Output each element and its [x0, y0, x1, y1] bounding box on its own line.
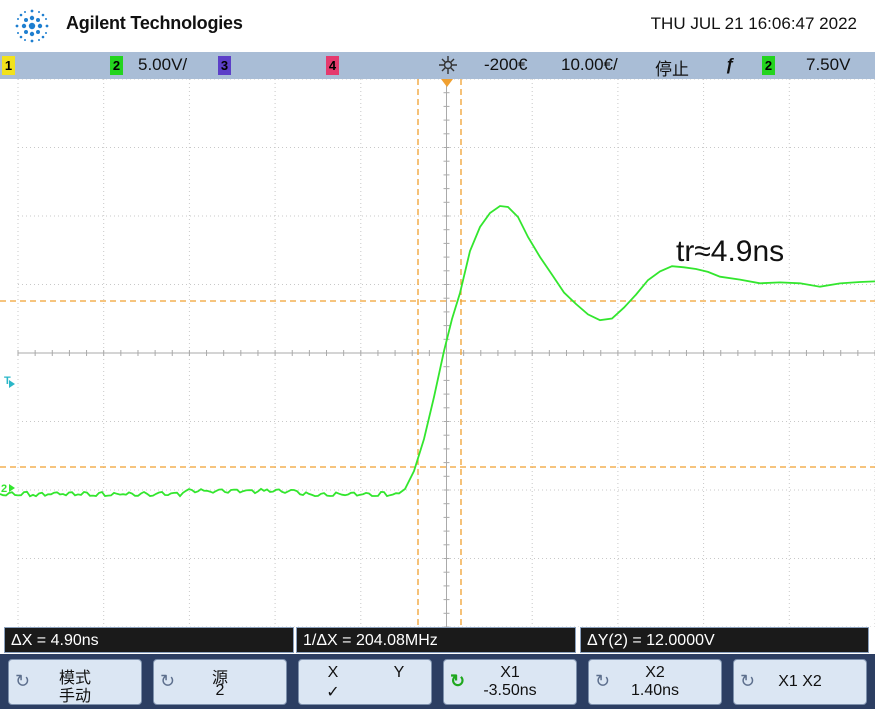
source-label: 源 — [211, 670, 228, 687]
x1-label: X1 — [500, 664, 520, 681]
trigger-level: 7.50V — [806, 55, 851, 74]
ch2-ground-marker-label: 2 — [1, 483, 7, 495]
x1-value: -3.50ns — [483, 682, 537, 699]
channel-2-scale: 5.00V/ — [138, 55, 188, 74]
source-softkey[interactable]: ↻ 源 2 — [153, 659, 287, 705]
trigger-position-marker — [441, 79, 453, 87]
softkey-bar: ↻ 模式 手动 ↻ 源 2 X Y ✓ ↻ X1 -3.50ns ↻ X2 1.… — [0, 654, 875, 709]
date-time: THU JUL 21 16:06:47 2022 — [650, 14, 857, 33]
channel-3-chip[interactable]: 3 — [218, 56, 231, 76]
trigger-level-marker — [9, 380, 15, 388]
run-state: 停止 — [655, 60, 689, 79]
time-delay: -200€ — [484, 55, 528, 74]
x1-x2-softkey[interactable]: ↻ X1 X2 — [733, 659, 867, 705]
knob-icon: ↻ — [160, 671, 176, 691]
rise-time-annotation: tr≈4.9ns — [676, 235, 785, 268]
active-knob-icon: ↻ — [450, 671, 466, 691]
ch2-ground-marker — [9, 484, 15, 492]
knob-icon: ↻ — [740, 671, 756, 691]
trigger-source-chip[interactable]: 2 — [762, 56, 775, 76]
brand-name: Agilent Technologies — [66, 13, 243, 33]
y-cursor-option: Y — [393, 664, 405, 681]
x1-x2-label: X1 X2 — [778, 673, 822, 690]
delta-x-readout: ΔX = 4.90ns — [4, 627, 294, 653]
xy-softkey[interactable]: X Y ✓ — [298, 659, 432, 705]
agilent-spark-logo-icon — [15, 9, 49, 43]
inverse-delta-x-readout: 1/ΔX = 204.08MHz — [296, 627, 576, 653]
x1-softkey[interactable]: ↻ X1 -3.50ns — [443, 659, 577, 705]
x-cursor-option: X — [327, 664, 339, 681]
source-value: 2 — [215, 682, 225, 699]
x2-value: 1.40ns — [630, 682, 680, 699]
channel-2-waveform — [0, 205, 875, 498]
checkmark-icon: ✓ — [326, 684, 340, 701]
channel-4-chip[interactable]: 4 — [326, 56, 339, 76]
mode-label: 模式 — [58, 670, 91, 687]
knob-icon: ↻ — [595, 671, 611, 691]
channel-1-chip[interactable]: 1 — [2, 56, 15, 76]
mode-value: 手动 — [58, 688, 91, 705]
timebase-scale: 10.00€/ — [561, 55, 618, 74]
knob-icon: ↻ — [15, 671, 31, 691]
header-bar: Agilent Technologies THU JUL 21 16:06:47… — [0, 0, 875, 52]
delta-y-readout: ΔY(2) = 12.0000V — [580, 627, 869, 653]
mode-softkey[interactable]: ↻ 模式 手动 — [8, 659, 142, 705]
x2-softkey[interactable]: ↻ X2 1.40ns — [588, 659, 722, 705]
rising-edge-icon: ƒ — [725, 55, 735, 74]
t-marker-label: T — [4, 375, 11, 387]
trigger-sun-icon — [438, 55, 458, 80]
channel-2-chip[interactable]: 2 — [110, 56, 123, 76]
scope-graticule: T2 — [0, 79, 875, 627]
x2-label: X2 — [645, 664, 665, 681]
status-bar: 1 2 5.00V/ 3 4 -200€ 10.00€/ 停止 ƒ 2 7.50… — [0, 52, 875, 79]
